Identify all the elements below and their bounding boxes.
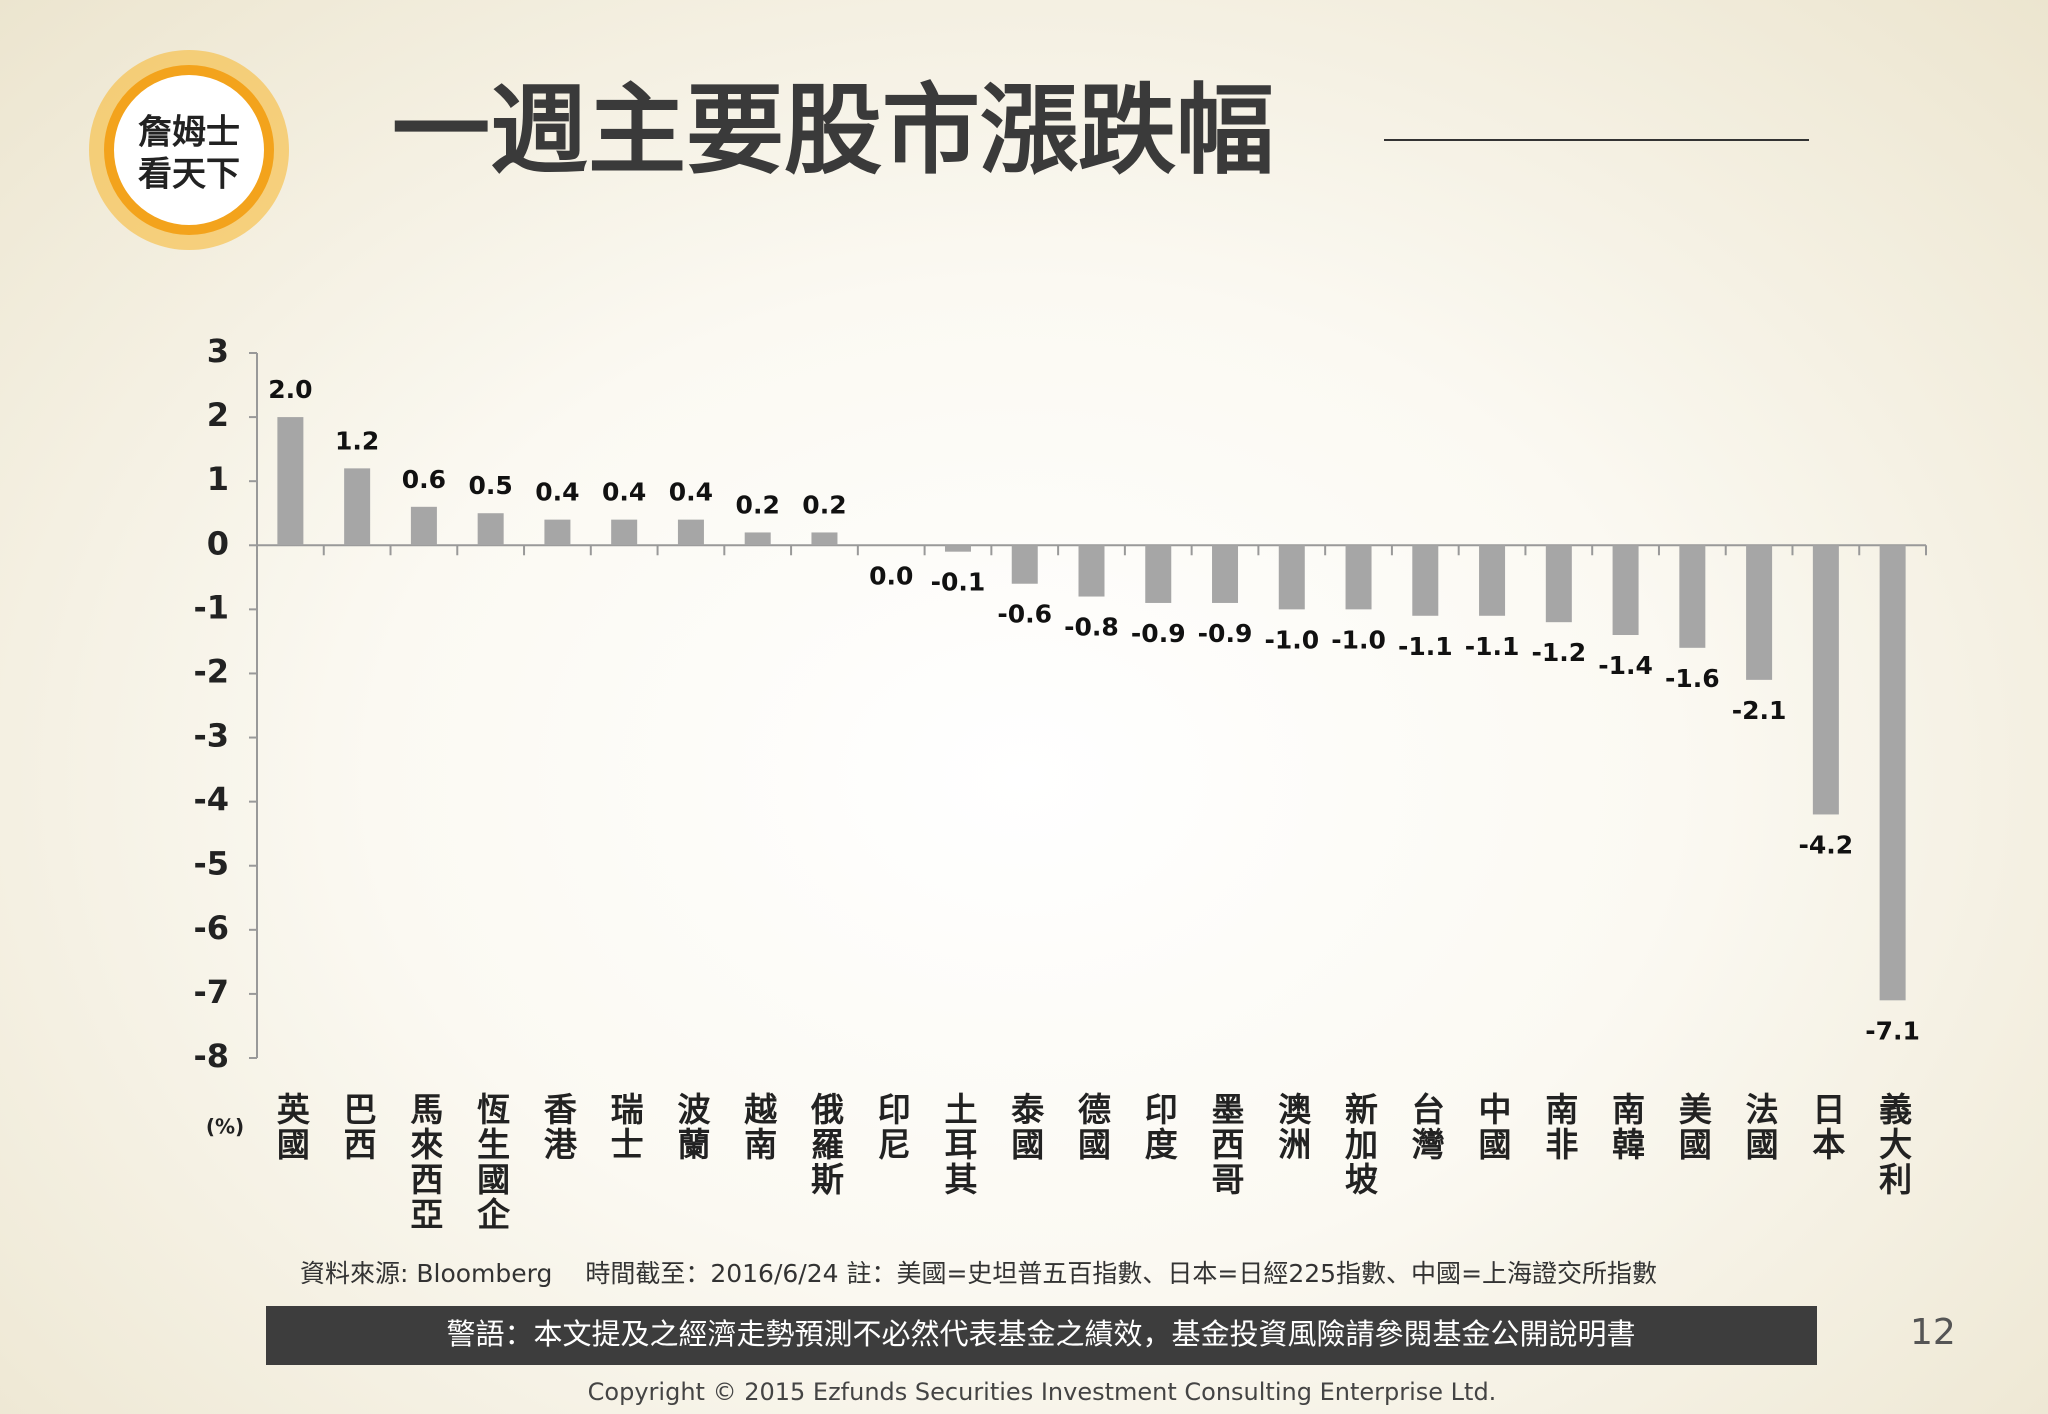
x-tick-label: 香港 (538, 1092, 578, 1162)
y-tick-label: -6 (193, 909, 229, 947)
bar (1011, 545, 1038, 584)
bar (410, 506, 437, 546)
bar (1746, 545, 1773, 680)
x-tick-label: 義大利 (1873, 1092, 1913, 1197)
x-tick-label: 恆生國企 (471, 1092, 511, 1232)
bar (1345, 545, 1372, 610)
value-label: -0.6 (997, 600, 1052, 629)
bar (811, 532, 838, 546)
x-tick-label: 南韓 (1606, 1092, 1646, 1162)
bar (1278, 545, 1305, 610)
disclaimer: 警語：本文提及之經濟走勢預測不必然代表基金之績效，基金投資風險請參閱基金公開說明… (446, 1317, 1635, 1351)
copyright: Copyright © 2015 Ezfunds Securities Inve… (588, 1378, 1497, 1406)
value-label: -1.1 (1465, 632, 1520, 661)
value-label: 0.4 (669, 478, 713, 507)
bar (1412, 545, 1439, 616)
y-tick-label: 3 (207, 332, 229, 370)
bar (1078, 545, 1105, 597)
value-label: 0.4 (535, 478, 579, 507)
chart-title: 一週主要股市漲跌幅 (392, 74, 1274, 188)
y-tick-label: -8 (193, 1037, 229, 1075)
value-label: 0.0 (869, 561, 913, 590)
x-tick-label: 日本 (1806, 1092, 1846, 1162)
bar (1145, 545, 1172, 603)
bar (1212, 545, 1239, 603)
value-label: -7.1 (1865, 1016, 1920, 1045)
bar (344, 468, 371, 546)
x-tick-label: 印度 (1139, 1092, 1179, 1162)
x-tick-label: 美國 (1673, 1092, 1713, 1162)
bar (1812, 545, 1839, 815)
x-tick-label: 馬來西亞 (404, 1092, 444, 1232)
value-label: 0.4 (602, 478, 646, 507)
x-tick-label: 台灣 (1406, 1092, 1446, 1162)
x-tick-label: 德國 (1072, 1092, 1112, 1162)
bar (1612, 545, 1639, 635)
value-label: -2.1 (1732, 696, 1787, 725)
value-label: -0.1 (931, 568, 986, 597)
value-label: 0.5 (469, 471, 513, 500)
x-tick-label: 南非 (1539, 1092, 1579, 1162)
value-label: -1.0 (1264, 625, 1319, 654)
value-label: -0.9 (1198, 619, 1253, 648)
x-tick-label: 泰國 (1005, 1092, 1045, 1162)
y-tick-label: -7 (193, 973, 229, 1011)
y-tick-label: -1 (193, 588, 229, 626)
x-tick-label: 澳洲 (1272, 1092, 1312, 1162)
y-tick-label: -4 (193, 781, 229, 819)
bar (1679, 545, 1706, 648)
x-tick-label: 墨西哥 (1206, 1092, 1246, 1197)
y-tick-label: 1 (207, 460, 229, 498)
bar (944, 545, 971, 552)
x-tick-label: 新加坡 (1339, 1092, 1379, 1197)
bar (544, 519, 571, 546)
value-label: 0.6 (402, 465, 446, 494)
x-tick-label: 瑞士 (605, 1092, 645, 1162)
bar (477, 513, 504, 546)
value-label: 1.2 (335, 426, 379, 455)
disclaimer-bar (266, 1306, 1817, 1365)
y-tick-label: -5 (193, 845, 229, 883)
y-tick-label: 2 (207, 396, 229, 434)
y-unit: (%) (206, 1115, 244, 1139)
bar (744, 532, 771, 546)
logo-text: 看天下 (138, 155, 240, 195)
logo-circle (104, 65, 274, 235)
x-tick-label: 俄羅斯 (805, 1092, 845, 1197)
x-tick-label: 中國 (1473, 1092, 1513, 1162)
x-tick-label: 越南 (738, 1092, 778, 1162)
x-tick-label: 巴西 (338, 1092, 378, 1162)
bar (611, 519, 638, 546)
value-label: -1.2 (1531, 638, 1586, 667)
bar (677, 519, 704, 546)
value-label: -1.4 (1598, 651, 1653, 680)
y-tick-label: -3 (193, 717, 229, 755)
x-tick-label: 波蘭 (671, 1092, 711, 1162)
value-label: 0.2 (736, 490, 780, 519)
x-tick-label: 土耳其 (938, 1092, 978, 1197)
value-label: 0.2 (802, 490, 846, 519)
value-label: -1.1 (1398, 632, 1453, 661)
value-label: -1.6 (1665, 664, 1720, 693)
value-label: -1.0 (1331, 625, 1386, 654)
x-tick-label: 英國 (271, 1092, 311, 1162)
value-label: -0.8 (1064, 613, 1119, 642)
y-tick-label: 0 (207, 524, 229, 562)
x-tick-label: 法國 (1740, 1092, 1780, 1162)
value-label: 2.0 (268, 375, 312, 404)
value-label: -4.2 (1799, 830, 1854, 859)
bar (1545, 545, 1572, 623)
source-note: 資料來源: Bloomberg 時間截至：2016/6/24 註：美國=史坦普五… (300, 1259, 1657, 1288)
x-tick-label: 印尼 (872, 1092, 912, 1162)
bar (1879, 545, 1906, 1001)
value-label: -0.9 (1131, 619, 1186, 648)
bar (1479, 545, 1506, 616)
y-tick-label: -2 (193, 652, 229, 690)
bar (277, 417, 304, 546)
page-number: 12 (1910, 1312, 1956, 1353)
logo-text: 詹姆士 (138, 113, 240, 153)
